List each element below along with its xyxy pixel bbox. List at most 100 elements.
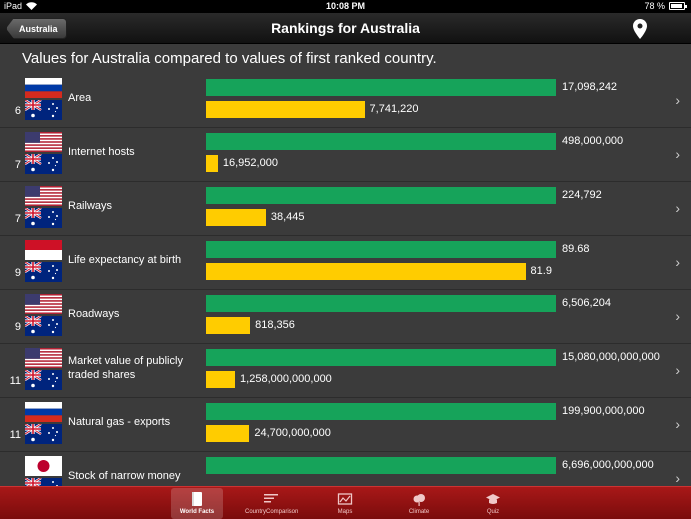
ranking-label: Internet hosts [68, 146, 135, 158]
ranking-row[interactable]: 11 Market value of publicly traded share… [0, 344, 691, 398]
rank-number: 9 [14, 267, 21, 279]
australia-value: 1,258,000,000,000 [240, 373, 332, 385]
chevron-right-icon: › [675, 254, 680, 270]
rank-number: 11 [9, 429, 21, 441]
top-country-bar [206, 133, 556, 150]
australia-bar [206, 209, 266, 226]
australia-value: 24,700,000,000 [254, 427, 331, 439]
ranking-label: Market value of publicly traded shares [68, 355, 183, 381]
australia-bar [206, 371, 236, 388]
chevron-right-icon: › [675, 362, 680, 378]
chevron-right-icon: › [675, 416, 680, 432]
book-icon [192, 492, 202, 506]
ranking-label: Natural gas - exports [68, 416, 171, 428]
ranking-row[interactable]: 9 Roadways 6,506,204 818,356 › [0, 290, 691, 344]
cloud-icon [413, 494, 425, 506]
top-country-bar [206, 79, 556, 96]
status-bar: iPad 10:08 PM 78 % [0, 0, 691, 13]
top-country-value: 224,792 [562, 189, 602, 201]
usa-flag-icon [25, 294, 62, 314]
top-country-bar [206, 295, 556, 312]
ranking-row[interactable]: Stock of narrow money 6,696,000,000,000 › [0, 452, 691, 486]
australia-flag-icon [25, 154, 62, 174]
top-country-bar [206, 457, 556, 474]
ranking-label: Stock of narrow money [68, 470, 181, 482]
tab-label: World Facts [179, 509, 215, 515]
tab-maps[interactable]: Maps [319, 488, 371, 519]
australia-value: 16,952,000 [222, 157, 278, 169]
russia-flag-icon [25, 78, 62, 98]
top-country-value: 199,900,000,000 [562, 405, 645, 417]
top-country-bar [206, 187, 556, 204]
chevron-right-icon: › [675, 470, 680, 486]
australia-flag-icon [25, 316, 62, 336]
top-country-value: 17,098,242 [562, 81, 618, 93]
tab-label: Quiz [486, 509, 500, 515]
ranking-row[interactable]: 6 Area 17,098,242 7,741,220 › [0, 74, 691, 128]
top-country-bar [206, 349, 556, 366]
australia-flag-icon [25, 370, 62, 390]
rank-number: 6 [14, 105, 21, 117]
japan-flag-icon [25, 456, 62, 476]
navigation-bar: Australia Rankings for Australia [0, 13, 691, 44]
top-country-value: 15,080,000,000,000 [562, 351, 660, 363]
australia-flag-icon [25, 100, 62, 120]
ranking-row[interactable]: 11 Natural gas - exports 199,900,000,000 2… [0, 398, 691, 452]
top-country-bar [206, 241, 556, 258]
chevron-right-icon: › [675, 146, 680, 162]
chevron-right-icon: › [675, 308, 680, 324]
map-icon [337, 493, 353, 505]
ranking-row[interactable]: 7 Internet hosts 498,000,000 16,952,000 › [0, 128, 691, 182]
tab-world-facts[interactable]: World Facts [171, 488, 223, 519]
australia-value: 7,741,220 [369, 103, 419, 115]
rankings-list: Values for Australia compared to values … [0, 44, 691, 486]
chevron-right-icon: › [675, 200, 680, 216]
australia-flag-icon [25, 262, 62, 282]
australia-value: 38,445 [270, 211, 305, 223]
device-label: iPad [4, 1, 23, 11]
usa-flag-icon [25, 348, 62, 368]
usa-flag-icon [25, 132, 62, 152]
location-pin-icon[interactable] [633, 19, 647, 39]
battery-percent: 78 % [644, 1, 665, 11]
rank-number: 7 [14, 213, 21, 225]
status-time: 10:08 PM [325, 1, 366, 11]
list-header: Values for Australia compared to values … [22, 50, 437, 67]
rank-number: 11 [9, 375, 21, 387]
tab-bar: World Facts CountryComparison Maps Climate Q… [0, 486, 691, 519]
top-country-value: 89.68 [562, 243, 590, 255]
australia-bar [206, 317, 251, 334]
ranking-label: Railways [68, 200, 113, 212]
page-title: Rankings for Australia [271, 20, 420, 36]
australia-flag-icon [25, 424, 62, 444]
australia-value: 818,356 [255, 319, 295, 331]
usa-flag-icon [25, 186, 62, 206]
back-button[interactable]: Australia [6, 18, 67, 39]
battery-icon [669, 2, 687, 10]
ranking-row[interactable]: 7 Railways 224,792 38,445 › [0, 182, 691, 236]
australia-bar [206, 263, 526, 280]
tab-countrycomparison[interactable]: CountryComparison [245, 488, 299, 519]
tab-climate[interactable]: Climate [393, 488, 445, 519]
australia-value: 81.9 [530, 265, 552, 277]
australia-bar [206, 101, 365, 118]
australia-flag-icon [25, 478, 62, 486]
chevron-right-icon: › [675, 92, 680, 108]
russia-flag-icon [25, 402, 62, 422]
rank-number: 7 [14, 159, 21, 171]
ranking-label: Roadways [68, 308, 120, 320]
top-country-value: 6,506,204 [562, 297, 611, 309]
australia-flag-icon [25, 208, 62, 228]
tab-label: CountryComparison [245, 509, 299, 515]
monaco-flag-icon [25, 240, 62, 260]
top-country-value: 6,696,000,000,000 [562, 459, 654, 471]
rank-number: 9 [14, 321, 21, 333]
ranking-row[interactable]: 9 Life expectancy at birth 89.68 81.9 › [0, 236, 691, 290]
tab-quiz[interactable]: Quiz [467, 488, 519, 519]
tab-label: Maps [337, 509, 353, 515]
australia-bar [206, 425, 250, 442]
top-country-value: 498,000,000 [562, 135, 624, 147]
top-country-bar [206, 403, 556, 420]
wifi-icon [26, 2, 38, 10]
ranking-label: Area [68, 92, 92, 104]
